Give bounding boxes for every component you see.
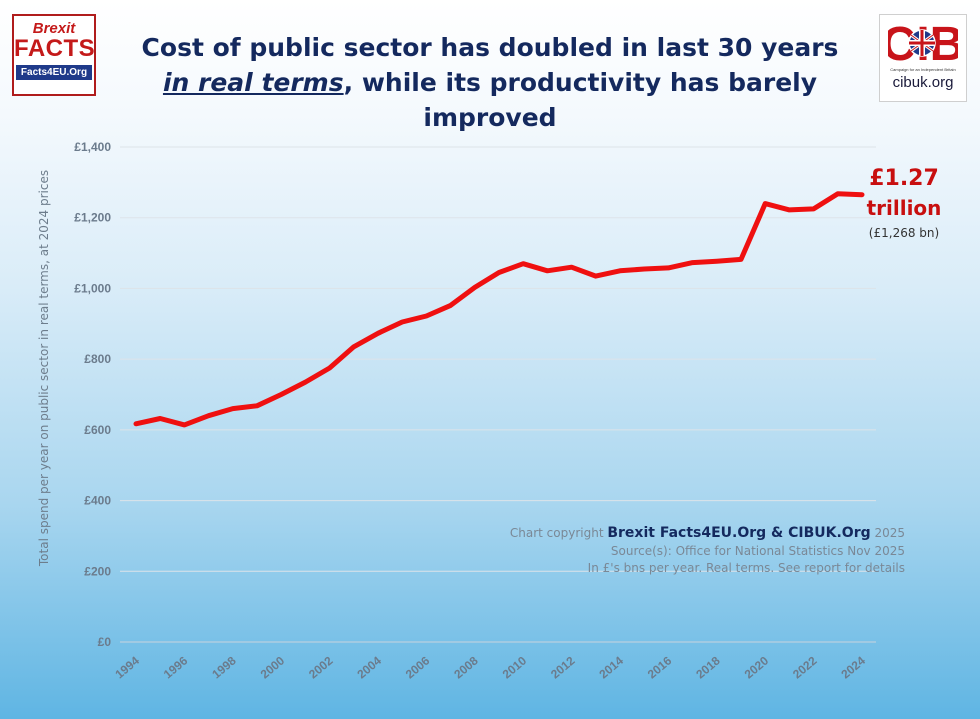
- x-tick-label: 2000: [258, 653, 288, 681]
- x-tick-label: 2010: [500, 653, 530, 681]
- cib-emblem-icon: CIB: [888, 18, 958, 67]
- x-tick-label: 1996: [161, 653, 191, 681]
- y-axis-label: Total spend per year on public sector in…: [37, 170, 51, 567]
- units-note: In £'s bns per year. Real terms. See rep…: [588, 561, 905, 575]
- logo-line2: FACTS: [14, 35, 96, 62]
- x-axis-ticks: 1994 1996 1998 2000 2002 2004 2006 2008 2010 2012…: [112, 653, 868, 681]
- chart-title: Cost of public sector has doubled in las…: [110, 30, 870, 135]
- y-tick-label: £600: [84, 423, 111, 437]
- x-tick-label: 1998: [209, 653, 239, 681]
- x-tick-label: 1994: [112, 653, 142, 681]
- annotation-value: £1.27: [869, 166, 939, 191]
- x-tick-label: 2020: [742, 653, 772, 681]
- x-tick-label: 2024: [838, 653, 868, 681]
- x-tick-label: 2006: [403, 653, 433, 681]
- x-tick-label: 2012: [548, 653, 578, 681]
- title-line1: Cost of public sector has doubled in las…: [141, 33, 839, 62]
- y-tick-label: £0: [98, 635, 112, 649]
- copyright-year: 2025: [871, 526, 905, 540]
- brexit-facts-logo: Brexit FACTS Facts4EU.Org: [12, 14, 96, 96]
- title-emphasis: in real terms: [162, 68, 344, 97]
- copyright-prefix: Chart copyright: [510, 526, 607, 540]
- x-tick-label: 2016: [645, 653, 675, 681]
- copyright-note: Chart copyright Brexit Facts4EU.Org & CI…: [510, 525, 905, 541]
- x-tick-label: 2002: [306, 653, 336, 681]
- annotation-unit: trillion: [867, 196, 942, 220]
- y-tick-label: £400: [84, 494, 111, 508]
- copyright-brand: Brexit Facts4EU.Org & CIBUK.Org: [607, 525, 870, 541]
- y-tick-label: £1,400: [74, 140, 111, 154]
- x-tick-label: 2022: [790, 653, 820, 681]
- y-axis-ticks: £0 £200 £400 £600 £800 £1,000 £1,200 £1,400: [74, 140, 111, 649]
- title-line2-rest: , while its productivity has barely impr…: [343, 68, 818, 132]
- cib-url: cibuk.org: [892, 74, 954, 91]
- x-tick-label: 2018: [693, 653, 723, 681]
- cib-tagline: Campaign for an Independent Britain: [890, 67, 956, 72]
- cib-logo: CIB Campaign for an Independent Britain …: [879, 14, 967, 102]
- x-tick-label: 2014: [596, 653, 626, 681]
- logo-line3: Facts4EU.Org: [15, 65, 93, 80]
- x-tick-label: 2004: [354, 653, 384, 681]
- y-tick-label: £1,000: [74, 281, 111, 295]
- y-tick-label: £200: [84, 564, 111, 578]
- series-line: [133, 191, 865, 428]
- source-note: Source(s): Office for National Statistic…: [611, 544, 905, 558]
- title-line2: in real terms, while its productivity ha…: [110, 65, 870, 135]
- x-tick-label: 2008: [451, 653, 481, 681]
- annotation-detail: (£1,268 bn): [869, 226, 939, 240]
- y-tick-label: £800: [84, 352, 111, 366]
- y-tick-label: £1,200: [74, 211, 111, 225]
- logo-line1: Brexit: [32, 20, 76, 37]
- gridlines: [120, 146, 876, 643]
